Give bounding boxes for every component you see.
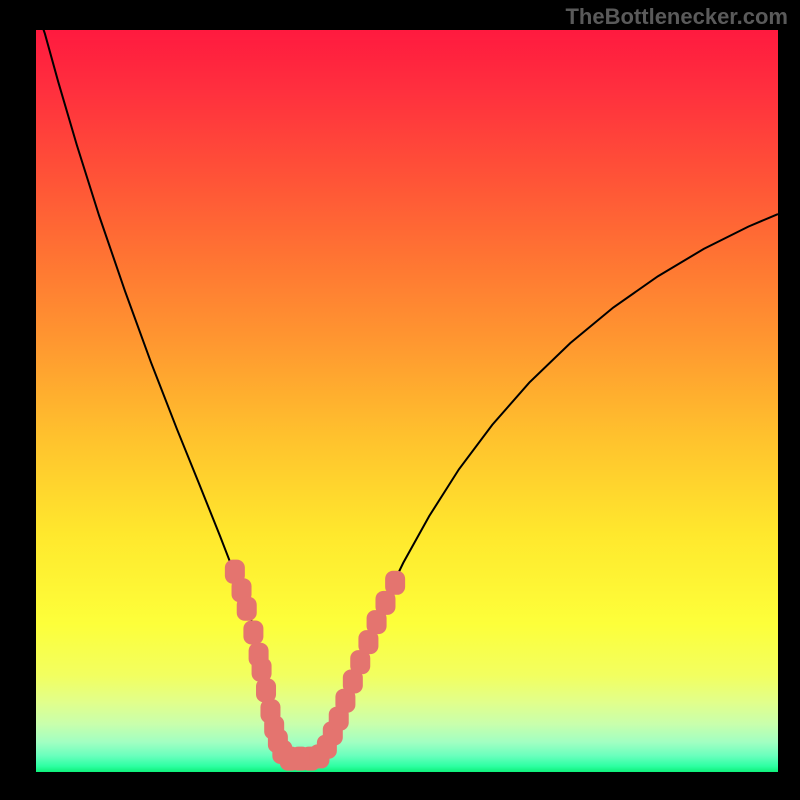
watermark-text: TheBottlenecker.com [565,4,788,30]
data-marker [252,658,272,682]
plot-background [36,30,778,772]
data-marker [243,621,263,645]
bottleneck-chart [0,0,800,800]
data-marker [237,597,257,621]
data-marker [385,571,405,595]
data-marker [256,678,276,702]
